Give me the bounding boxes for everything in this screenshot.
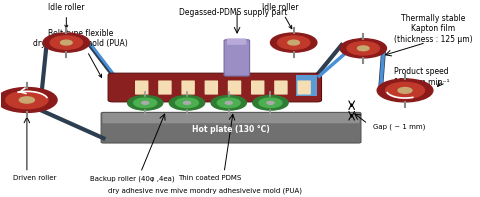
Circle shape xyxy=(211,96,246,110)
Text: Idle roller: Idle roller xyxy=(262,3,298,29)
FancyBboxPatch shape xyxy=(108,73,322,102)
FancyBboxPatch shape xyxy=(298,80,311,95)
Circle shape xyxy=(50,36,83,49)
Circle shape xyxy=(385,82,424,98)
FancyBboxPatch shape xyxy=(274,80,288,95)
Text: Thermally stable
Kapton film
(thickness : 125 μm): Thermally stable Kapton film (thickness … xyxy=(394,14,472,44)
Circle shape xyxy=(19,97,35,103)
Circle shape xyxy=(217,98,240,108)
Circle shape xyxy=(358,46,369,51)
Circle shape xyxy=(169,96,204,110)
FancyBboxPatch shape xyxy=(181,80,195,95)
Circle shape xyxy=(267,101,274,104)
Circle shape xyxy=(225,101,232,104)
FancyBboxPatch shape xyxy=(135,80,148,95)
Text: Degassed-PDMS supply part: Degassed-PDMS supply part xyxy=(179,8,288,17)
FancyBboxPatch shape xyxy=(103,113,360,123)
FancyBboxPatch shape xyxy=(101,112,361,143)
Circle shape xyxy=(6,91,48,109)
Circle shape xyxy=(0,87,57,112)
Circle shape xyxy=(347,42,380,55)
Circle shape xyxy=(377,79,433,102)
FancyBboxPatch shape xyxy=(204,80,218,95)
Text: Idle roller: Idle roller xyxy=(48,3,84,28)
Circle shape xyxy=(288,40,300,45)
Circle shape xyxy=(128,96,163,110)
Text: Gap ( ~ 1 mm): Gap ( ~ 1 mm) xyxy=(372,124,425,130)
FancyBboxPatch shape xyxy=(251,80,264,95)
Text: Thin coated PDMS: Thin coated PDMS xyxy=(178,175,241,181)
Circle shape xyxy=(398,87,412,93)
Circle shape xyxy=(142,101,149,104)
Circle shape xyxy=(183,101,191,104)
Text: Driven roller: Driven roller xyxy=(13,175,56,181)
Text: Belt-type flexible
dry adhesive mold (PUA): Belt-type flexible dry adhesive mold (PU… xyxy=(33,29,128,77)
Circle shape xyxy=(253,96,288,110)
Circle shape xyxy=(43,33,90,52)
Text: dry adhesive nve mive mondry adhesiveive mold (PUA): dry adhesive nve mive mondry adhesiveive… xyxy=(108,187,302,194)
Circle shape xyxy=(277,36,310,49)
Circle shape xyxy=(176,98,198,108)
Circle shape xyxy=(259,98,282,108)
Circle shape xyxy=(60,40,72,45)
FancyBboxPatch shape xyxy=(227,38,246,45)
Circle shape xyxy=(340,39,386,58)
FancyBboxPatch shape xyxy=(228,80,241,95)
Text: Backup roller (40φ ,4ea): Backup roller (40φ ,4ea) xyxy=(90,175,174,182)
Text: Product speed
150 mm min⁻¹: Product speed 150 mm min⁻¹ xyxy=(394,67,449,87)
FancyBboxPatch shape xyxy=(224,40,250,76)
Polygon shape xyxy=(296,75,317,96)
Circle shape xyxy=(270,33,317,52)
Circle shape xyxy=(134,98,156,108)
Text: Hot plate (130 °C): Hot plate (130 °C) xyxy=(192,125,270,134)
FancyBboxPatch shape xyxy=(158,80,172,95)
